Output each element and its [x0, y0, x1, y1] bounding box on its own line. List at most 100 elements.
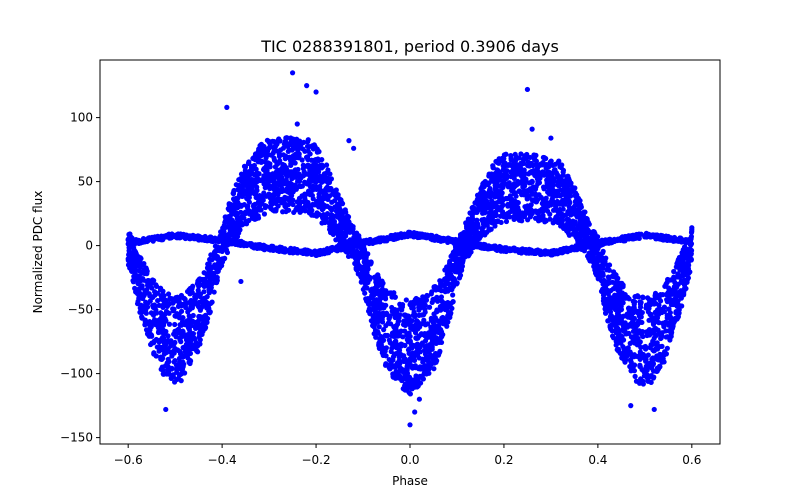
data-point: [641, 373, 648, 379]
data-point: [422, 338, 429, 344]
data-point: [282, 194, 288, 200]
data-point: [615, 326, 621, 332]
data-point: [300, 173, 307, 179]
data-point: [375, 272, 381, 278]
data-point: [177, 366, 183, 372]
data-point: [190, 319, 197, 325]
data-point: [574, 236, 580, 242]
data-point: [177, 359, 183, 366]
data-point: [161, 338, 168, 344]
data-point: [167, 296, 173, 302]
data-point: [185, 309, 191, 315]
data-point: [177, 337, 183, 343]
data-point: [446, 286, 453, 293]
data-point: [302, 204, 308, 210]
data-point: [352, 250, 358, 256]
data-point: [561, 183, 567, 189]
data-point: [680, 280, 686, 286]
data-point: [197, 328, 204, 335]
data-point: [499, 190, 505, 196]
data-point: [640, 351, 646, 358]
data-point: [444, 268, 451, 275]
data-point: [534, 166, 540, 172]
data-point: [672, 279, 678, 286]
data-point: [307, 205, 313, 212]
data-point: [200, 297, 206, 303]
data-point: [261, 211, 268, 217]
data-point: [526, 187, 533, 193]
data-point: [484, 229, 490, 235]
data-point: [386, 337, 392, 343]
data-point: [552, 206, 558, 213]
data-point: [609, 333, 616, 339]
data-point: [189, 285, 195, 292]
data-point: [377, 314, 383, 320]
data-point: [571, 220, 577, 226]
data-point: [180, 331, 186, 337]
data-point: [486, 171, 492, 177]
data-point: [675, 271, 681, 278]
data-point: [507, 203, 513, 209]
data-point: [529, 178, 535, 184]
data-point: [497, 213, 504, 219]
data-point: [616, 330, 622, 336]
data-point: [619, 282, 625, 288]
data-point: [540, 213, 546, 219]
data-point: [221, 232, 227, 238]
data-point: [328, 176, 335, 182]
data-point: [490, 175, 497, 181]
data-point: [490, 164, 496, 171]
data-point: [645, 352, 651, 358]
data-point: [240, 184, 246, 190]
data-point: [373, 285, 379, 291]
data-point: [288, 158, 294, 164]
data-point: [160, 371, 166, 377]
data-point: [134, 290, 141, 297]
data-point: [272, 143, 278, 149]
data-point: [255, 199, 262, 205]
data-point: [310, 178, 316, 184]
data-point: [333, 237, 339, 243]
data-point: [555, 174, 561, 180]
data-point: [258, 141, 264, 147]
data-point: [636, 313, 642, 319]
data-point: [370, 314, 376, 320]
data-point: [392, 294, 398, 300]
data-point: [327, 171, 333, 177]
data-point: [322, 219, 328, 226]
data-point: [675, 291, 681, 297]
data-point: [426, 359, 433, 365]
data-point: [168, 338, 174, 344]
data-point: [680, 257, 686, 263]
data-point: [196, 283, 202, 289]
data-point: [480, 180, 487, 186]
data-point: [600, 281, 606, 287]
data-point: [311, 212, 317, 218]
data-point: [431, 285, 437, 291]
data-point: [403, 297, 409, 303]
data-point: [632, 373, 638, 379]
data-point: [627, 363, 633, 370]
data-point: [433, 340, 439, 347]
data-point: [156, 302, 162, 309]
data-point: [605, 274, 611, 280]
data-point: [607, 314, 614, 320]
data-point: [236, 216, 242, 222]
data-point: [555, 182, 561, 188]
data-point: [508, 153, 514, 159]
data-point: [677, 262, 683, 268]
data-point: [161, 292, 167, 299]
data-point: [142, 303, 148, 309]
data-point: [535, 218, 542, 224]
data-point: [664, 320, 670, 326]
data-point: [307, 168, 313, 174]
data-point: [600, 295, 607, 301]
data-point: [560, 172, 566, 178]
data-point: [651, 374, 657, 380]
data-point: [595, 276, 601, 282]
data-point: [370, 290, 377, 297]
data-point: [338, 198, 344, 205]
data-point: [274, 172, 280, 179]
data-point: [546, 169, 552, 175]
